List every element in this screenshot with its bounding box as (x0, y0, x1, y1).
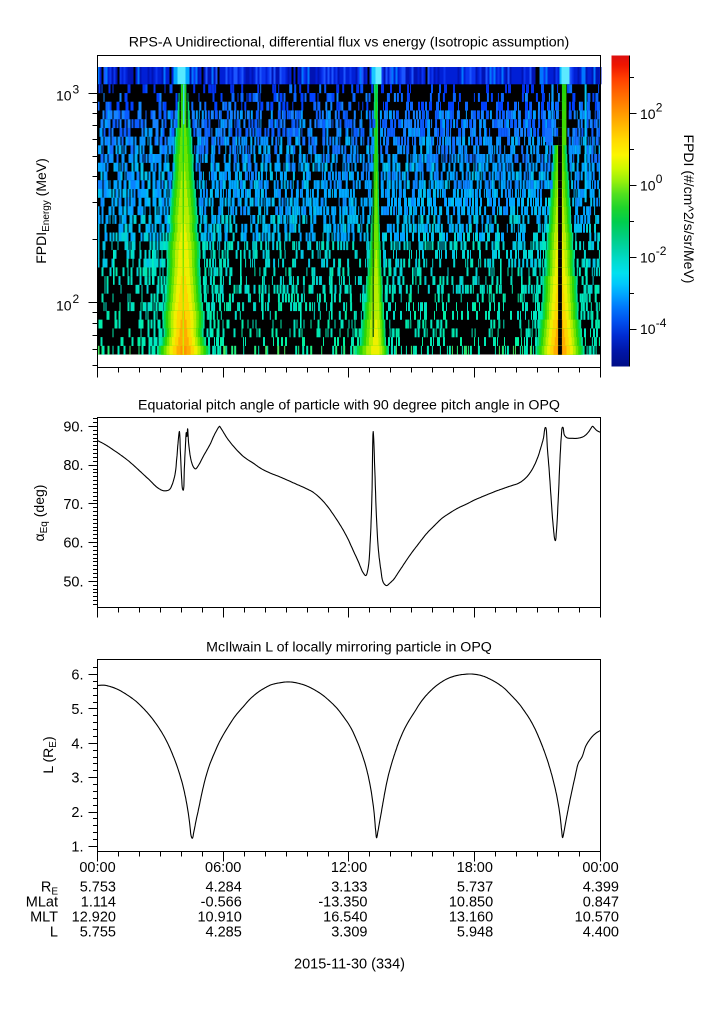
svg-text:5.: 5. (71, 702, 83, 718)
svg-text:3.: 3. (71, 771, 83, 787)
svg-text:2015-11-30 (334): 2015-11-30 (334) (294, 957, 405, 973)
svg-text:3.133: 3.133 (331, 880, 367, 896)
svg-text:60.: 60. (63, 536, 83, 552)
svg-text:0: 0 (656, 172, 663, 186)
svg-text:13.160: 13.160 (449, 910, 493, 926)
svg-text:90.: 90. (63, 420, 83, 436)
svg-text:2: 2 (73, 292, 80, 306)
svg-text:McIlwain L of locally mirrorin: McIlwain L of locally mirroring particle… (206, 640, 492, 656)
svg-text:L: L (50, 925, 58, 941)
svg-text:80.: 80. (63, 458, 83, 474)
svg-text:FPDI (#/cm^2/s/sr/MeV): FPDI (#/cm^2/s/sr/MeV) (681, 135, 697, 284)
svg-text:10.570: 10.570 (575, 910, 619, 926)
svg-text:MLT: MLT (30, 910, 58, 926)
svg-text:Equatorial pitch angle of part: Equatorial pitch angle of particle with … (138, 398, 560, 414)
svg-text:3: 3 (73, 83, 80, 97)
svg-text:10: 10 (640, 178, 656, 194)
svg-text:0.847: 0.847 (583, 895, 619, 911)
svg-text:16.540: 16.540 (323, 910, 367, 926)
svg-text:1.: 1. (71, 840, 83, 856)
svg-text:4.285: 4.285 (206, 925, 242, 941)
svg-text:RPS-A Unidirectional, differen: RPS-A Unidirectional, differential flux … (129, 35, 570, 51)
svg-text:50.: 50. (63, 574, 83, 590)
svg-text:αEq (deg): αEq (deg) (31, 485, 50, 542)
svg-text:70.: 70. (63, 497, 83, 513)
svg-text:10: 10 (640, 106, 656, 122)
svg-text:FPDIEnergy (MeV): FPDIEnergy (MeV) (33, 158, 52, 264)
svg-text:2: 2 (656, 100, 663, 114)
svg-text:MLat: MLat (26, 895, 58, 911)
svg-text:3.309: 3.309 (331, 925, 367, 941)
svg-text:10: 10 (56, 88, 72, 104)
svg-text:5.737: 5.737 (457, 880, 493, 896)
svg-text:4.: 4. (71, 736, 83, 752)
svg-text:4.399: 4.399 (583, 880, 619, 896)
svg-text:2.: 2. (71, 805, 83, 821)
svg-text:5.753: 5.753 (80, 880, 116, 896)
svg-text:4.400: 4.400 (583, 925, 619, 941)
svg-text:10: 10 (640, 249, 656, 265)
svg-text:10.910: 10.910 (197, 910, 241, 926)
svg-text:-4: -4 (656, 316, 667, 330)
svg-text:1.114: 1.114 (81, 895, 116, 911)
svg-text:10.850: 10.850 (449, 895, 493, 911)
svg-text:5.755: 5.755 (80, 925, 116, 941)
svg-text:12:00: 12:00 (331, 860, 367, 876)
svg-text:-0.566: -0.566 (201, 895, 242, 911)
svg-text:-13.350: -13.350 (318, 895, 367, 911)
svg-text:10: 10 (56, 297, 72, 313)
svg-text:10: 10 (640, 321, 656, 337)
svg-text:06:00: 06:00 (205, 860, 241, 876)
svg-text:00:00: 00:00 (582, 860, 618, 876)
svg-text:L (RE): L (RE) (40, 736, 59, 773)
svg-text:00:00: 00:00 (79, 860, 115, 876)
svg-text:18:00: 18:00 (457, 860, 493, 876)
svg-text:12.920: 12.920 (72, 910, 116, 926)
svg-text:6.: 6. (71, 668, 83, 684)
svg-text:4.284: 4.284 (206, 880, 242, 896)
svg-text:5.948: 5.948 (457, 925, 493, 941)
svg-text:-2: -2 (656, 244, 667, 258)
